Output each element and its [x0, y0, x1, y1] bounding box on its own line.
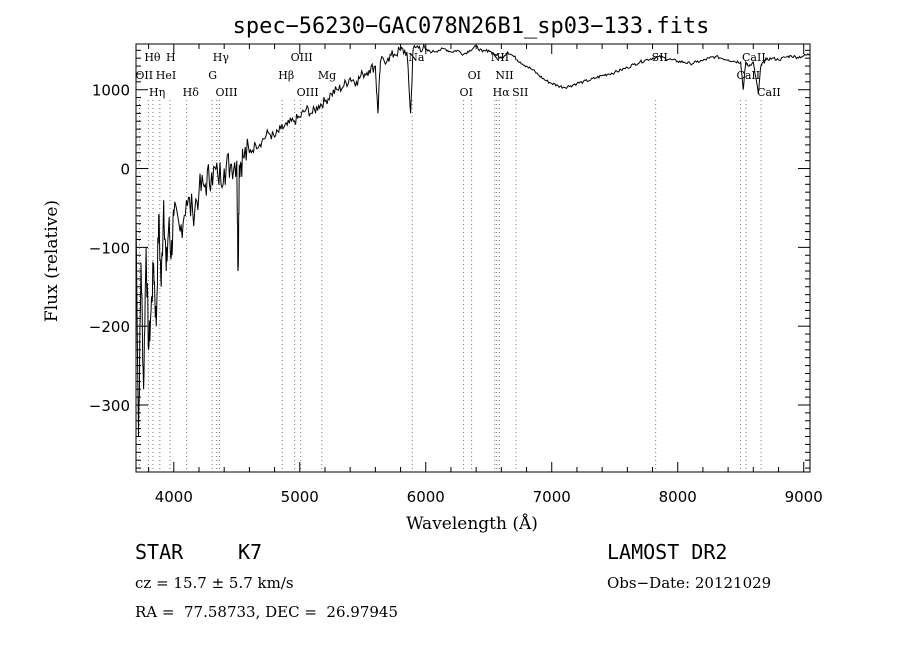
velocity-text: cz = 15.7 ± 5.7 km/s	[135, 574, 294, 592]
x-tick-label: 6000	[407, 488, 445, 506]
x-tick-label: 8000	[659, 488, 697, 506]
marker-label: CaII	[742, 51, 766, 64]
marker-label: NII	[495, 69, 513, 82]
marker-label: G	[208, 69, 217, 82]
y-tick-label: −100	[89, 239, 130, 257]
obs-date-text: Obs−Date: 20121029	[607, 574, 772, 592]
y-tick-label: −200	[89, 318, 130, 336]
marker-label: SII	[512, 86, 528, 99]
y-tick-label: 0	[120, 161, 130, 179]
marker-label: OII	[135, 69, 153, 82]
marker-label: OIII	[297, 86, 319, 99]
marker-label: H	[166, 51, 176, 64]
marker-label: OI	[468, 69, 481, 82]
marker-label: Hη	[149, 86, 165, 99]
marker-label: OIII	[291, 51, 313, 64]
marker-label: Hγ	[213, 51, 230, 64]
spectrum-line	[135, 43, 811, 437]
marker-label: Hθ	[144, 51, 161, 64]
marker-label: OI	[460, 86, 473, 99]
marker-label: Na	[408, 51, 425, 64]
marker-label: OIII	[216, 86, 238, 99]
x-tick-label: 5000	[281, 488, 319, 506]
plot-frame	[135, 43, 811, 473]
axes: 4000 5000 6000 7000 8000 9000 −300 −200 −100 0 100…	[89, 43, 823, 506]
x-tick-label: 7000	[533, 488, 571, 506]
marker-label: Mg	[318, 69, 336, 82]
marker-label: HeI	[156, 69, 176, 82]
marker-label: Hα	[493, 86, 511, 99]
marker-label: CaII	[757, 86, 781, 99]
marker-label: Hβ	[278, 69, 294, 82]
object-class: STAR	[135, 540, 184, 564]
marker-label: SII	[652, 51, 668, 64]
object-subclass: K7	[238, 540, 263, 564]
marker-label: Hδ	[183, 86, 200, 99]
y-tick-label: 1000	[92, 82, 130, 100]
x-axis-label: Wavelength (Å)	[406, 513, 538, 534]
y-tick-label: −300	[89, 397, 130, 415]
y-axis-label: Flux (relative)	[42, 200, 62, 322]
x-tick-label: 4000	[155, 488, 193, 506]
survey-label: LAMOST DR2	[607, 540, 728, 564]
coordinates-text: RA = 77.58733, DEC = 26.97945	[135, 603, 399, 621]
chart-title: spec−56230−GAC078N26B1_sp03−133.fits	[233, 14, 710, 39]
x-tick-label: 9000	[785, 488, 823, 506]
